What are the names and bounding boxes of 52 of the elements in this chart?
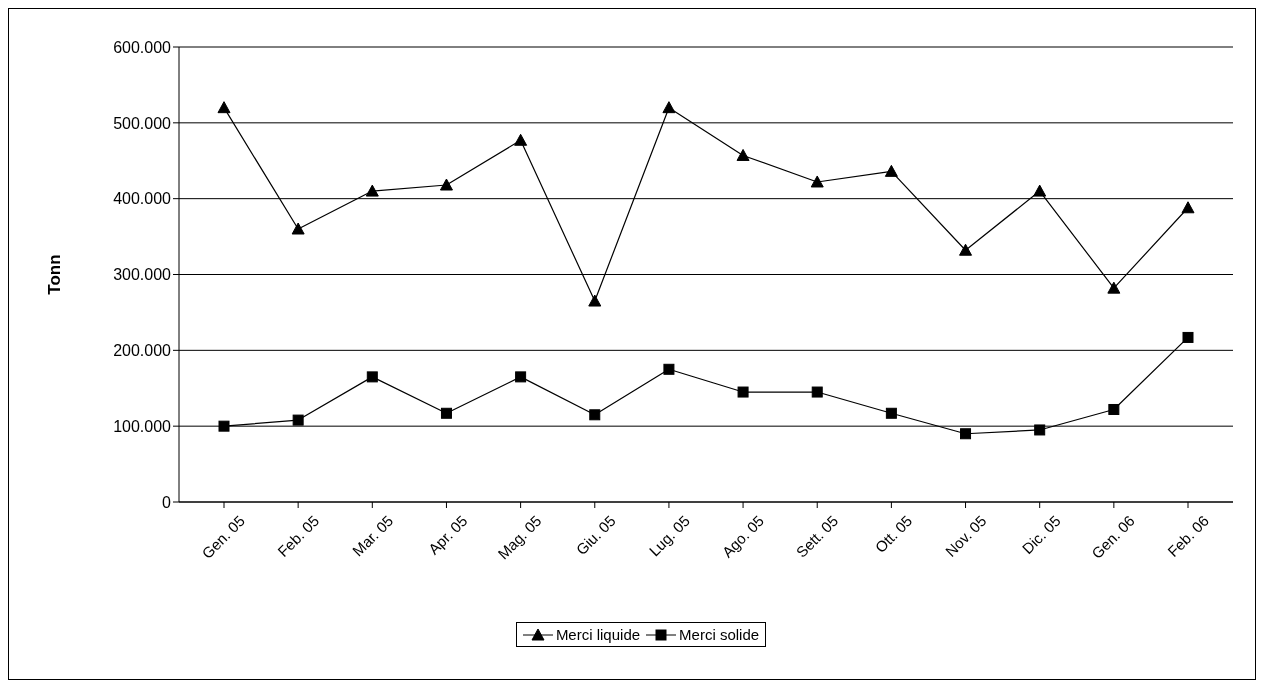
point — [588, 294, 602, 307]
point — [662, 101, 676, 114]
x-tick-label: Nov. 05 — [941, 511, 990, 560]
point — [514, 133, 528, 146]
x-tick-label: Ott. 05 — [871, 511, 916, 556]
y-tick-label: 500.000 — [113, 114, 172, 132]
point — [960, 428, 972, 440]
point — [1181, 201, 1195, 214]
x-tick-label: Dic. 05 — [1018, 511, 1064, 558]
point — [1182, 331, 1194, 343]
point — [366, 371, 378, 383]
x-tick-label: Mar. 05 — [348, 511, 397, 560]
legend-label: Merci liquide — [555, 626, 641, 643]
point — [885, 407, 897, 419]
x-tick-label: Feb. 06 — [1164, 511, 1213, 560]
point — [439, 178, 453, 191]
legend-label: Merci solide — [679, 626, 760, 643]
y-tick-label: 400.000 — [113, 190, 172, 208]
x-tick-label: Sett. 05 — [792, 511, 842, 561]
x-tick-label: Lug. 05 — [645, 511, 693, 560]
point — [1107, 281, 1121, 294]
point — [292, 414, 304, 426]
point — [1034, 424, 1046, 436]
point — [811, 386, 823, 398]
point — [218, 420, 230, 432]
point — [589, 409, 601, 421]
y-tick-label: 100.000 — [113, 417, 172, 435]
y-tick-label: 200.000 — [113, 342, 172, 360]
y-tick-label: 600.000 — [113, 38, 172, 56]
y-axis-title: Tonn — [45, 254, 65, 295]
point — [1033, 184, 1047, 197]
y-tick-label: 0 — [162, 493, 172, 511]
point — [1108, 403, 1120, 415]
point — [291, 222, 305, 235]
point — [663, 363, 675, 375]
point — [736, 148, 750, 161]
point — [810, 175, 824, 188]
point — [365, 184, 379, 197]
x-tick-label: Feb. 05 — [274, 511, 323, 560]
x-tick-label: Mag. 05 — [494, 511, 545, 563]
y-tick-label: 300.000 — [113, 266, 172, 284]
point — [515, 371, 527, 383]
x-tick-label: Giu. 05 — [572, 511, 619, 559]
point — [737, 386, 749, 398]
x-tick-label: Ago. 05 — [718, 511, 768, 561]
x-tick-label: Gen. 05 — [198, 511, 249, 562]
point — [884, 164, 898, 177]
point — [959, 243, 973, 256]
x-tick-label: Gen. 06 — [1088, 511, 1138, 562]
point — [217, 101, 231, 114]
point — [440, 407, 452, 419]
x-tick-label: Apr. 05 — [424, 511, 471, 558]
